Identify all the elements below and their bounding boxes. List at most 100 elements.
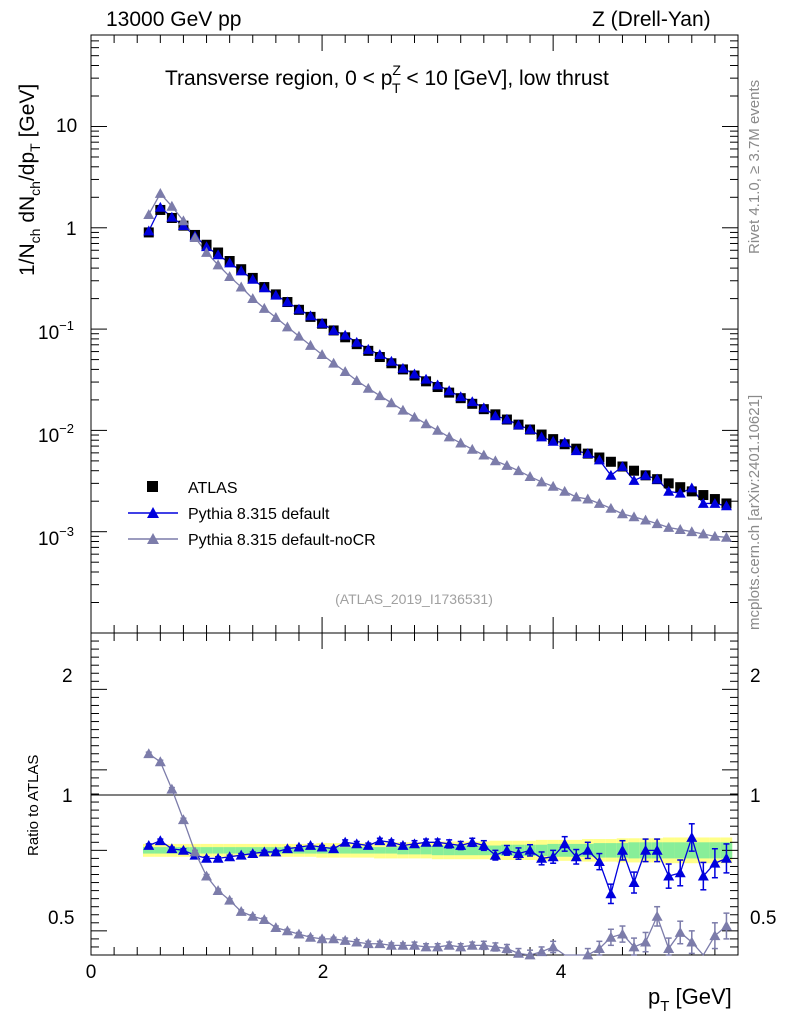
data-point-nocr (189, 232, 201, 243)
data-point-default (362, 343, 374, 354)
ratio-point-nocr (593, 943, 605, 953)
data-point-nocr (362, 382, 374, 393)
x-axis-label: pT [GeV] (648, 984, 732, 1015)
ratio-point-nocr (455, 941, 467, 952)
ratio-band-green (535, 844, 548, 856)
data-point-nocr (524, 471, 536, 481)
ratio-band-green (385, 847, 398, 854)
data-point-default (628, 475, 640, 485)
ratio-point-nocr (143, 748, 155, 759)
data-point-nocr (374, 390, 386, 401)
ratio-point-nocr (709, 930, 721, 941)
y-tick-1e-2: 10−2 (38, 421, 74, 447)
ratio-point-default (362, 840, 374, 850)
data-point-nocr (293, 330, 305, 341)
data-point-default (305, 310, 317, 321)
data-point-nocr (536, 476, 548, 487)
ratio-point-default (224, 851, 236, 862)
ratio-point-nocr (177, 814, 189, 825)
data-point-default (582, 448, 594, 459)
ratio-y-tick-2-right: 2 (750, 666, 761, 687)
ratio-point-default (143, 840, 155, 850)
ratio-point-default (512, 848, 524, 858)
ratio-band-green (593, 843, 606, 858)
ratio-band-green (420, 846, 432, 855)
data-point-nocr (316, 349, 328, 360)
ratio-band-green (339, 847, 351, 854)
legend-label-default: Pythia 8.315 default (188, 506, 330, 523)
data-point-nocr (512, 465, 524, 476)
data-point-default (385, 355, 397, 366)
ratio-point-nocr (351, 936, 363, 947)
ratio-point-nocr (524, 949, 536, 960)
data-point-nocr (339, 366, 351, 377)
ratio-point-nocr (201, 870, 213, 881)
data-point-atlas (663, 478, 674, 489)
data-point-default (293, 303, 305, 314)
data-point-nocr (628, 511, 640, 522)
ratio-point-default (697, 870, 709, 881)
data-point-default (640, 469, 652, 480)
data-point-default (559, 436, 571, 447)
data-point-nocr (697, 528, 709, 539)
data-point-default (605, 469, 617, 480)
main-y-axis-label: 1/Nch dNch/dpT [GeV] (16, 84, 43, 276)
data-point-nocr (651, 518, 663, 529)
data-point-default (686, 482, 698, 493)
data-point-nocr (201, 247, 213, 257)
data-point-default (697, 497, 709, 508)
ratio-band-green (374, 847, 386, 854)
legend-marker-nocr (147, 533, 159, 544)
ratio-point-nocr (154, 756, 166, 767)
data-point-default (339, 329, 351, 340)
ratio-point-nocr (270, 922, 282, 933)
data-point-nocr (351, 375, 363, 386)
ratio-point-nocr (536, 946, 548, 957)
data-point-nocr (281, 321, 293, 332)
data-point-nocr (640, 514, 652, 525)
ratio-point-default (247, 848, 259, 858)
ratio-point-default (547, 851, 559, 862)
ratio-point-nocr (328, 933, 340, 944)
data-point-nocr (166, 200, 178, 211)
data-point-nocr (305, 339, 317, 350)
data-point-default (154, 201, 166, 212)
ratio-point-nocr (281, 925, 293, 936)
data-point-nocr (663, 522, 675, 532)
data-point-nocr (455, 437, 467, 448)
legend-label-nocr: Pythia 8.315 default-noCR (188, 532, 376, 549)
ratio-point-default (270, 846, 282, 857)
ratio-band-green (674, 842, 687, 859)
ratio-plot-frame (90, 632, 739, 956)
x-tick-2: 2 (318, 962, 329, 983)
ratio-point-default (524, 844, 536, 855)
ratio-band-green (223, 847, 236, 854)
ratio-point-default (374, 835, 386, 846)
data-point-nocr (270, 312, 282, 322)
ratio-point-default (651, 844, 663, 855)
ratio-point-default (478, 840, 490, 850)
data-point-nocr (720, 531, 732, 542)
ratio-point-nocr (397, 939, 409, 950)
ratio-band-green (408, 846, 421, 855)
ratio-point-default (385, 836, 397, 847)
ratio-band-green (212, 847, 224, 854)
ratio-y-tick-2-left: 2 (62, 666, 73, 687)
ratio-point-nocr (362, 938, 374, 949)
ratio-point-default (258, 846, 270, 857)
data-point-nocr (258, 302, 270, 313)
ratio-y-tick-05-right: 0.5 (750, 908, 776, 929)
ratio-point-nocr (674, 926, 686, 937)
data-point-default (489, 410, 501, 421)
ratio-point-default (686, 831, 698, 842)
data-point-default (166, 211, 178, 222)
data-point-nocr (247, 293, 259, 303)
ratio-point-nocr (409, 939, 420, 950)
data-point-default (616, 461, 628, 471)
y-tick-1e-3: 10−3 (38, 524, 74, 550)
legend: ATLAS Pythia 8.315 default Pythia 8.315 … (128, 480, 376, 549)
ratio-band-green (605, 843, 617, 858)
ratio-band-green (200, 847, 213, 854)
ratio-band-green (142, 847, 155, 854)
